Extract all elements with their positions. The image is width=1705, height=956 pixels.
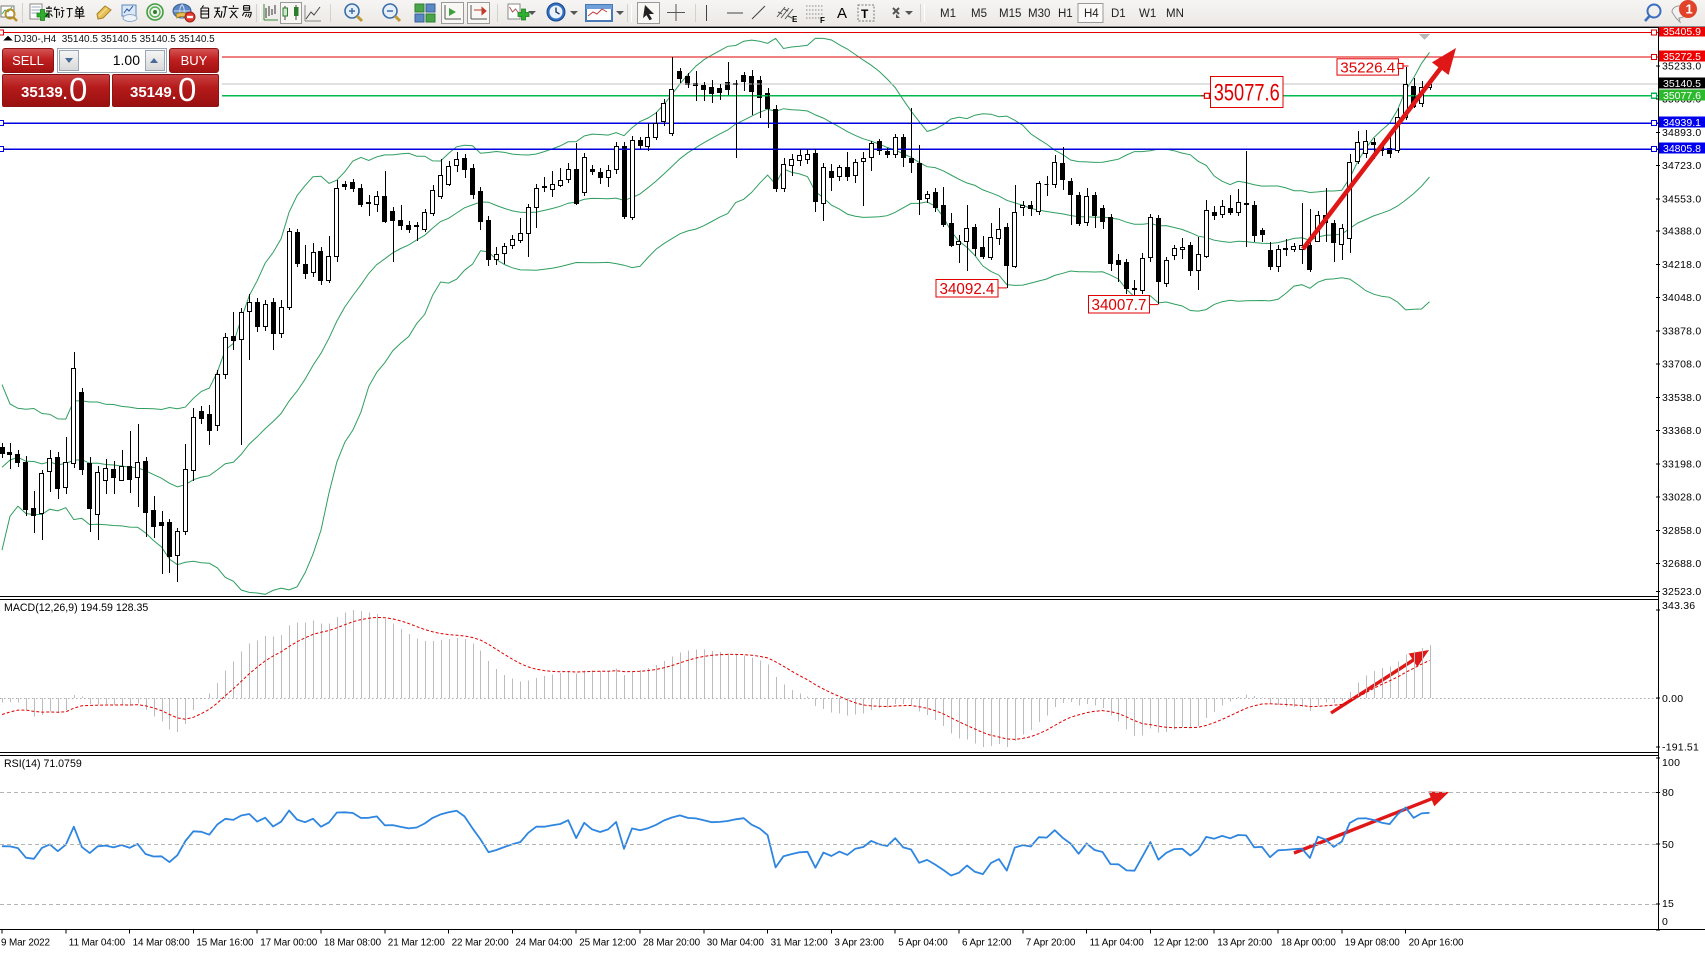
svg-text:15 Mar 16:00: 15 Mar 16:00 [196,938,254,949]
svg-text:17 Mar 00:00: 17 Mar 00:00 [260,938,318,949]
svg-text:24 Mar 04:00: 24 Mar 04:00 [515,938,573,949]
svg-text:33368.0: 33368.0 [1662,425,1701,437]
svg-text:12 Apr 12:00: 12 Apr 12:00 [1153,938,1208,949]
svg-text:33198.0: 33198.0 [1662,459,1701,471]
svg-text:14 Mar 08:00: 14 Mar 08:00 [133,938,191,949]
svg-text:35226.4: 35226.4 [1340,59,1395,76]
svg-text:F: F [820,16,825,25]
svg-text:28 Mar 20:00: 28 Mar 20:00 [643,938,701,949]
svg-text:50: 50 [1662,839,1674,851]
svg-text:18 Apr 00:00: 18 Apr 00:00 [1281,938,1336,949]
svg-text:35233.0: 35233.0 [1662,61,1701,73]
svg-text:32688.0: 32688.0 [1662,558,1701,570]
svg-text:M5: M5 [971,8,987,20]
svg-text:D1: D1 [1111,8,1126,20]
svg-text:9 Mar 2022: 9 Mar 2022 [1,938,50,949]
svg-text:34805.8: 34805.8 [1663,143,1701,155]
svg-text:33538.0: 33538.0 [1662,392,1701,404]
svg-text:35405.9: 35405.9 [1663,26,1701,38]
svg-text:34553.0: 34553.0 [1662,194,1701,206]
svg-text:31 Mar 12:00: 31 Mar 12:00 [771,938,829,949]
svg-text:DJ30-,H4 35140.5 35140.5 3514: DJ30-,H4 35140.5 35140.5 35140.5 35140.5 [14,34,215,45]
svg-text:80: 80 [1662,787,1674,799]
svg-text:RSI(14) 71.0759: RSI(14) 71.0759 [4,758,82,770]
svg-text:34388.0: 34388.0 [1662,226,1701,238]
svg-text:1: 1 [1686,2,1693,17]
svg-text:15: 15 [1662,898,1674,910]
svg-text:MN: MN [1166,8,1184,20]
svg-text:30 Mar 04:00: 30 Mar 04:00 [707,938,765,949]
svg-text:25 Mar 12:00: 25 Mar 12:00 [579,938,637,949]
svg-text:3 Apr 23:00: 3 Apr 23:00 [834,938,884,949]
svg-text:100: 100 [1662,757,1680,769]
svg-text:13 Apr 20:00: 13 Apr 20:00 [1217,938,1272,949]
svg-text:11 Mar 04:00: 11 Mar 04:00 [69,938,126,949]
svg-text:A: A [837,5,847,22]
svg-text:H4: H4 [1084,8,1099,20]
svg-text:W1: W1 [1139,8,1156,20]
svg-text:34218.0: 34218.0 [1662,259,1701,271]
svg-text:22 Mar 20:00: 22 Mar 20:00 [452,938,510,949]
svg-text:19 Apr 08:00: 19 Apr 08:00 [1345,938,1400,949]
svg-text:M30: M30 [1028,8,1050,20]
svg-text:35272.5: 35272.5 [1663,51,1701,63]
svg-text:33878.0: 33878.0 [1662,326,1701,338]
svg-text:35077.6: 35077.6 [1663,90,1701,102]
svg-text:35077.6: 35077.6 [1214,80,1280,107]
svg-text:34939.1: 34939.1 [1663,117,1701,129]
svg-text:6 Apr 12:00: 6 Apr 12:00 [962,938,1012,949]
svg-text:0.00: 0.00 [1662,693,1683,705]
svg-text:34007.7: 34007.7 [1092,297,1147,314]
svg-text:5 Apr 04:00: 5 Apr 04:00 [898,938,948,949]
svg-text:20 Apr 16:00: 20 Apr 16:00 [1409,938,1464,949]
svg-text:M1: M1 [940,8,956,20]
svg-text:18 Mar 08:00: 18 Mar 08:00 [324,938,382,949]
svg-text:-191.51: -191.51 [1662,742,1699,754]
svg-text:343.36: 343.36 [1662,600,1695,612]
svg-text:0: 0 [1662,916,1668,928]
svg-text:M15: M15 [999,8,1021,20]
svg-text:E: E [792,15,798,24]
svg-text:T: T [861,7,869,21]
svg-text:7 Apr 20:00: 7 Apr 20:00 [1026,938,1076,949]
svg-text:32523.0: 32523.0 [1662,586,1701,598]
svg-text:11 Apr 04:00: 11 Apr 04:00 [1090,938,1145,949]
svg-text:H1: H1 [1058,8,1073,20]
svg-text:35140.5: 35140.5 [1663,78,1701,90]
svg-text:32858.0: 32858.0 [1662,525,1701,537]
svg-text:34723.0: 34723.0 [1662,160,1701,172]
svg-text:MACD(12,26,9) 194.59 128.35: MACD(12,26,9) 194.59 128.35 [4,602,148,614]
svg-text:34048.0: 34048.0 [1662,292,1701,304]
svg-text:33028.0: 33028.0 [1662,492,1701,504]
svg-text:33708.0: 33708.0 [1662,359,1701,371]
svg-text:21 Mar 12:00: 21 Mar 12:00 [388,938,446,949]
svg-text:34893.0: 34893.0 [1662,127,1701,139]
svg-text:34092.4: 34092.4 [940,281,995,298]
